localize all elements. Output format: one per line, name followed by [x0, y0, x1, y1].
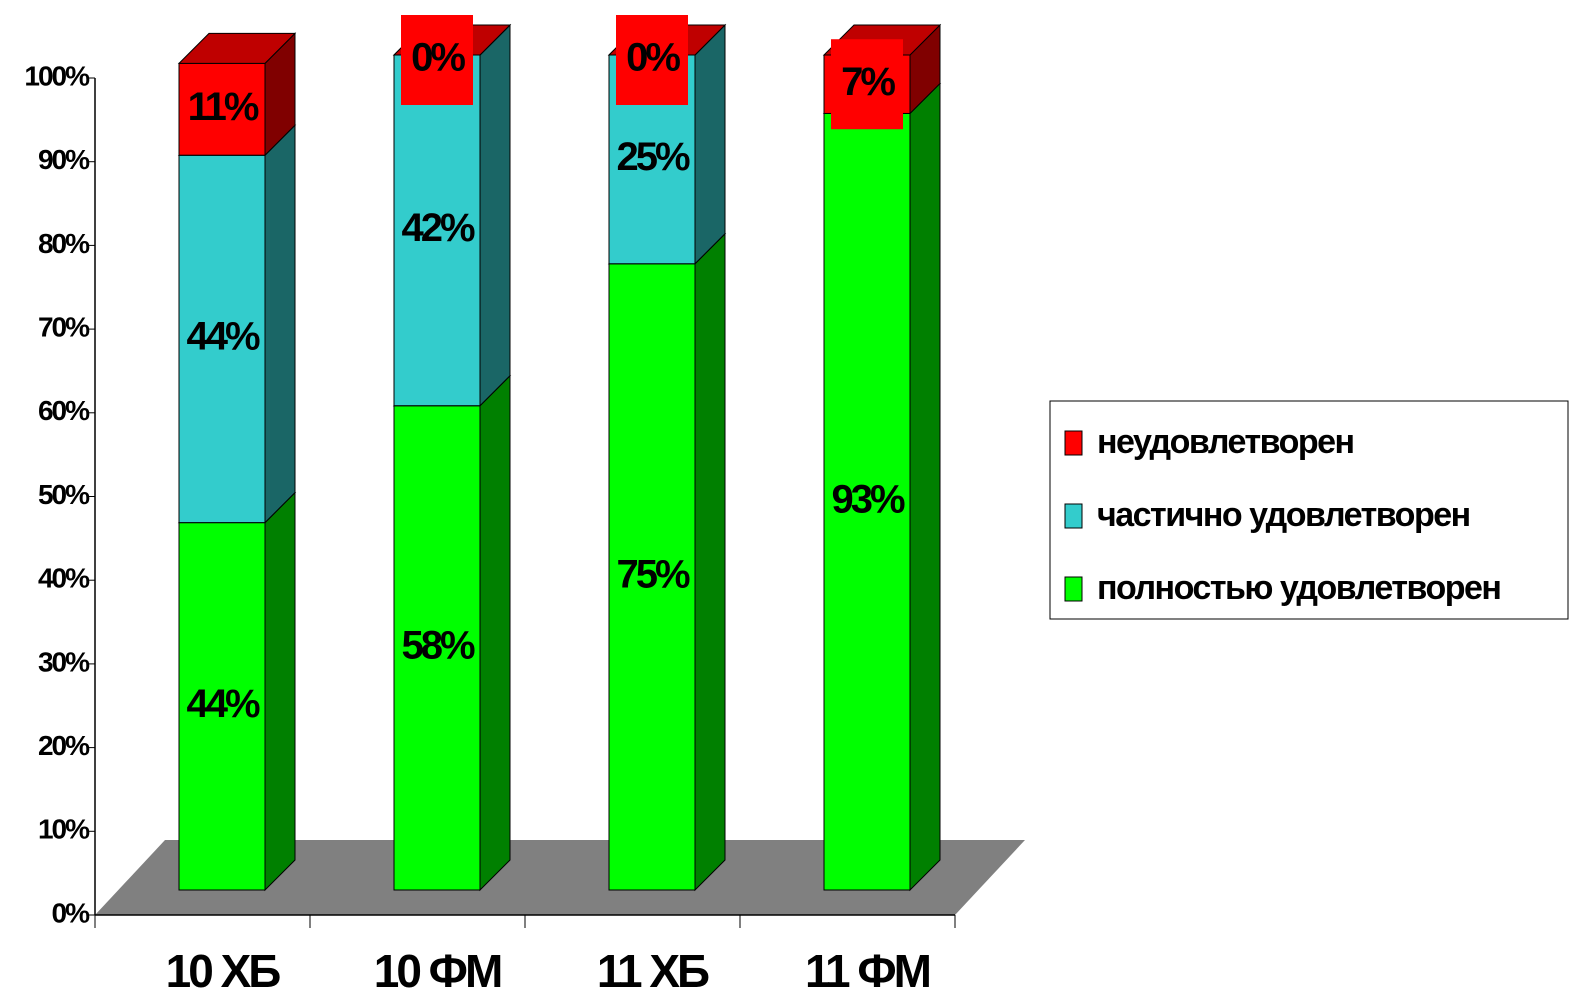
label-bg	[831, 39, 903, 130]
data-label: 0%	[411, 36, 465, 80]
y-tick-label: 90%	[38, 144, 90, 175]
y-tick-label: 50%	[38, 479, 90, 510]
data-label: 44%	[186, 682, 259, 726]
data-label: 7%	[841, 60, 895, 104]
bar-side	[694, 232, 726, 892]
label-bg	[186, 661, 258, 752]
bar-side	[479, 374, 511, 892]
legend-label: частично удовлетворен	[1097, 496, 1470, 534]
bar-side	[479, 23, 511, 407]
label-bg	[616, 15, 688, 105]
y-tick-label: 20%	[38, 730, 90, 761]
y-tick-label: 40%	[38, 563, 90, 594]
label-bg	[831, 456, 903, 547]
x-tick-label: 10 ФМ	[374, 945, 501, 997]
data-label: 42%	[401, 206, 474, 250]
bar-top	[177, 32, 297, 64]
data-label: 44%	[186, 314, 259, 358]
legend-swatch	[1064, 503, 1083, 529]
bar-side	[264, 491, 296, 892]
label-bg	[401, 602, 473, 693]
bar	[178, 154, 266, 524]
label-bg	[616, 531, 688, 622]
x-tick-label: 11 ФМ	[805, 945, 930, 997]
bar-side	[694, 23, 726, 265]
data-label: 11%	[188, 85, 259, 129]
data-label: 58%	[401, 623, 474, 667]
y-tick-label: 100%	[24, 60, 90, 91]
legend-swatch	[1064, 576, 1083, 602]
bar-side	[909, 82, 941, 892]
legend-label: полностью удовлетворен	[1097, 569, 1500, 607]
bar	[393, 54, 481, 407]
x-tick-label: 11 ХБ	[597, 945, 709, 997]
data-label: 93%	[831, 477, 904, 521]
y-tick-label: 60%	[38, 395, 90, 426]
legend-label: неудовлетворен	[1097, 423, 1354, 461]
floor	[95, 840, 1025, 915]
legend-box	[1049, 400, 1569, 620]
data-label: 0%	[626, 36, 680, 80]
y-tick-label: 30%	[38, 646, 90, 677]
y-tick-label: 10%	[38, 814, 90, 845]
label-bg	[186, 64, 258, 155]
y-tick-label: 70%	[38, 311, 90, 342]
y-tick-label: 80%	[38, 228, 90, 259]
legend-swatch	[1064, 430, 1083, 456]
data-label: 25%	[616, 135, 689, 179]
label-bg	[401, 15, 473, 105]
x-tick-label: 10 ХБ	[166, 945, 281, 997]
y-tick-label: 0%	[52, 897, 91, 928]
data-label: 75%	[616, 552, 689, 596]
bar-side	[264, 123, 296, 524]
